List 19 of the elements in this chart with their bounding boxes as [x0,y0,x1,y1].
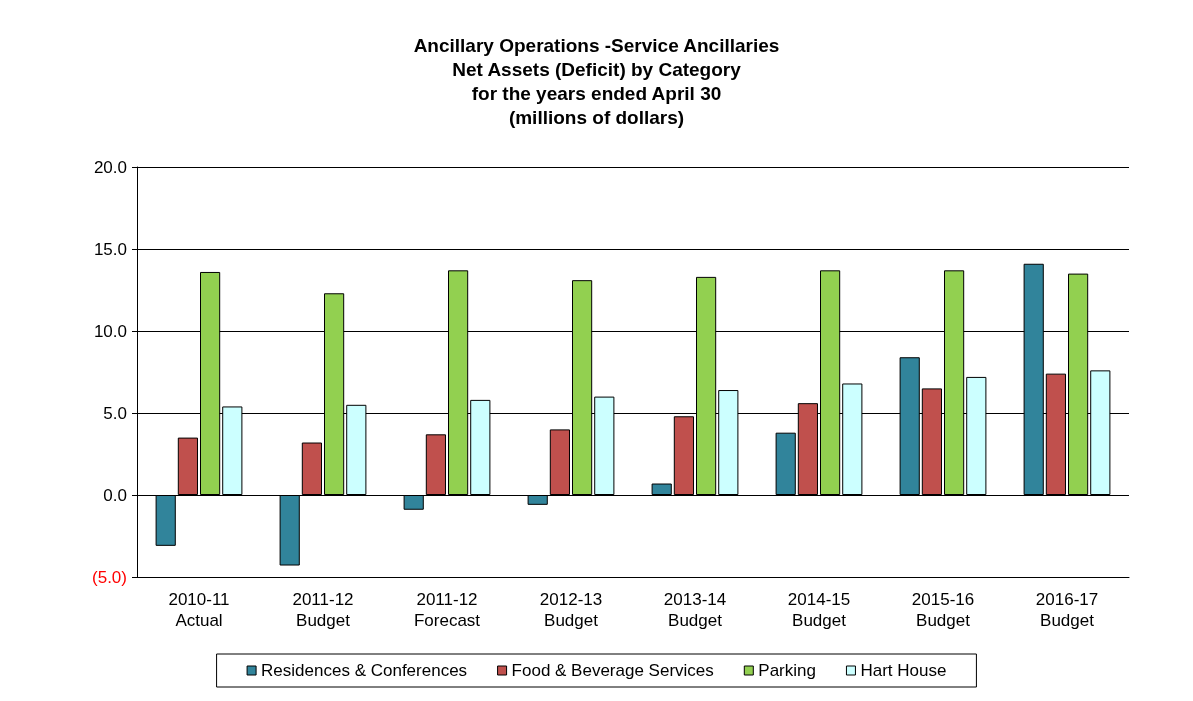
y-tick-label: 5.0 [103,403,127,423]
legend-label: Hart House [860,661,947,680]
y-tick-label: 10.0 [93,321,127,341]
legend-label: Residences & Conferences [261,661,468,680]
x-tick-label: 2015-16 Budget [911,590,975,630]
x-tick-label: 2011-12 Forecast [413,590,481,630]
legend-label: Parking [758,661,816,680]
x-tick-label: 2010-11 Actual [168,590,230,630]
legend-label: Food & Beverage Services [511,661,714,680]
x-tick-label: 2016-17 Budget [1035,590,1099,630]
x-tick-label: 2013-14 Budget [663,590,727,630]
y-tick-label: 0.0 [103,485,127,505]
y-tick-label: (5.0) [92,567,127,587]
x-tick-label: 2012-13 Budget [539,590,603,630]
x-tick-label: 2014-15 Budget [787,590,851,630]
y-tick-label: 15.0 [93,239,127,259]
chart-title: Ancillary Operations -Service Ancillaries Net Assets (Deficit) by Category for the years ended April 30 (millions of dollars) [413,34,780,128]
x-tick-label: 2011-12 Budget [292,590,354,630]
y-tick-label: 20.0 [93,157,127,177]
